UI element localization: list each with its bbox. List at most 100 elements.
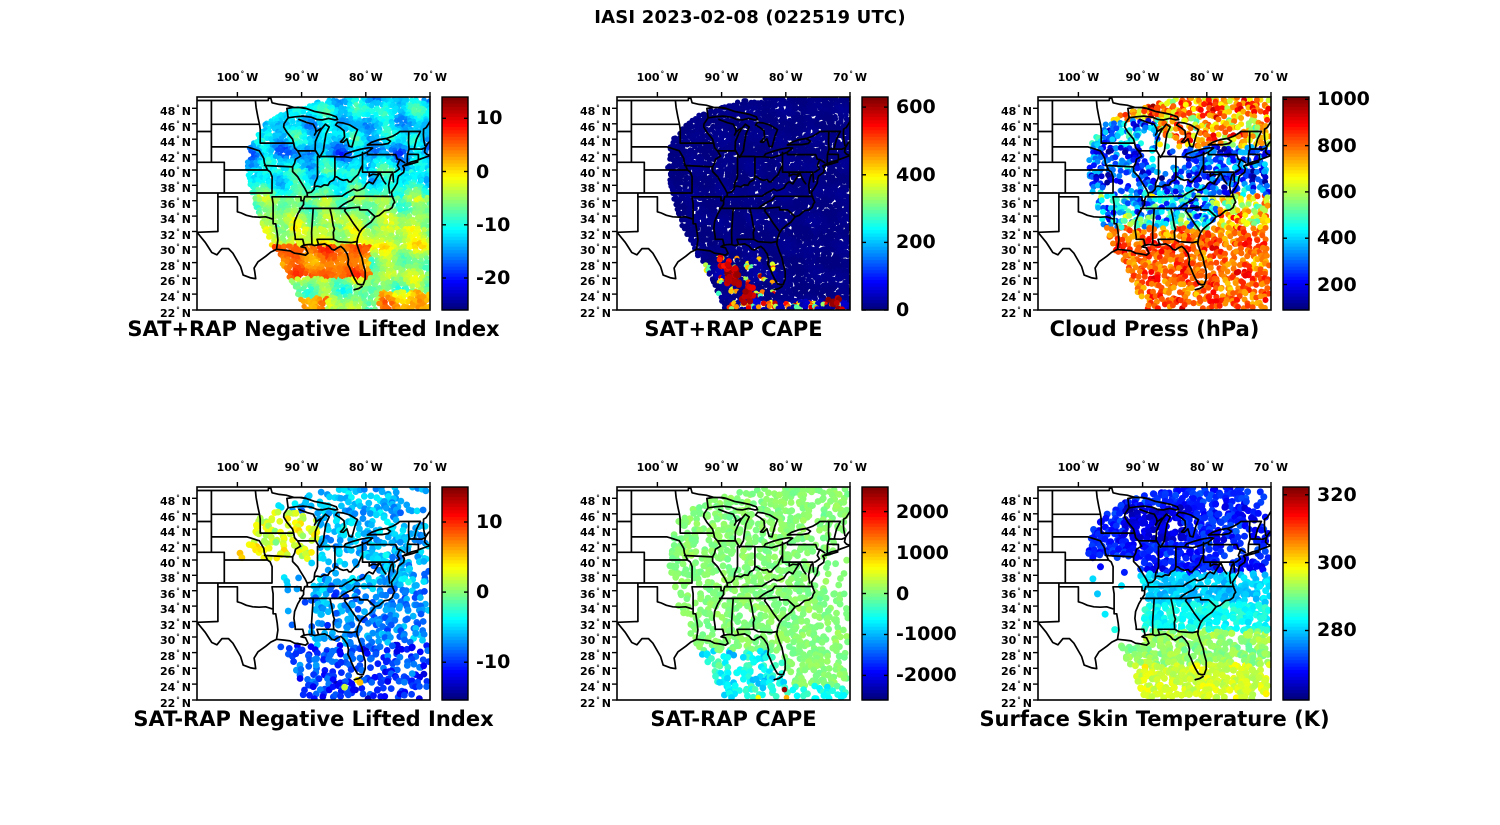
lat-tick-label: 48° N bbox=[579, 104, 611, 119]
lat-tick-label: 34° N bbox=[159, 602, 191, 617]
state-boundaries bbox=[1038, 97, 1271, 291]
lat-tick-label: 40° N bbox=[159, 165, 191, 180]
state-boundaries bbox=[617, 97, 850, 291]
degree-symbol: ° bbox=[1017, 243, 1021, 251]
lat-tick-label: 26° N bbox=[579, 274, 611, 289]
colorbar-tick-label: 1000 bbox=[1317, 88, 1370, 111]
degree-symbol: ° bbox=[1017, 212, 1021, 221]
lat-tick-label: 42° N bbox=[1000, 540, 1032, 555]
lat-tick-label: 28° N bbox=[159, 648, 191, 663]
lat-tick-label: 44° N bbox=[1000, 525, 1032, 540]
data-layer-cloud-press bbox=[1086, 97, 1271, 310]
degree-symbol: ° bbox=[176, 696, 180, 704]
lat-tick-label: 48° N bbox=[579, 494, 611, 509]
degree-symbol: ° bbox=[176, 571, 180, 580]
degree-symbol: ° bbox=[176, 181, 180, 190]
degree-symbol: ° bbox=[596, 104, 600, 113]
degree-symbol: ° bbox=[1206, 460, 1210, 468]
colorbar-sat-minus-rap-nli bbox=[441, 486, 469, 701]
degree-symbol: ° bbox=[1017, 104, 1021, 113]
lat-tick-label: 26° N bbox=[159, 664, 191, 679]
map-border bbox=[1037, 96, 1272, 311]
degree-symbol: ° bbox=[596, 540, 600, 549]
lat-tick-label: 48° N bbox=[159, 104, 191, 119]
lat-tick-label: 44° N bbox=[579, 135, 611, 150]
colorbar-tick-label: 2000 bbox=[896, 500, 949, 523]
lat-tick-label: 32° N bbox=[1000, 227, 1032, 242]
panel-title-surface-skin-temperature: Surface Skin Temperature (K) bbox=[979, 707, 1330, 731]
lat-tick-label: 38° N bbox=[159, 181, 191, 196]
state-boundaries bbox=[197, 487, 430, 681]
degree-symbol: ° bbox=[176, 243, 180, 251]
colorbar-tick-label: 0 bbox=[476, 581, 490, 604]
degree-symbol: ° bbox=[176, 119, 180, 128]
panel-title-cloud-press: Cloud Press (hPa) bbox=[1049, 317, 1260, 341]
lat-tick-label: 26° N bbox=[1000, 274, 1032, 289]
lat-tick-label: 36° N bbox=[579, 196, 611, 211]
lat-tick-label: 46° N bbox=[579, 509, 611, 524]
degree-symbol: ° bbox=[176, 664, 180, 673]
degree-symbol: ° bbox=[176, 104, 180, 113]
lat-tick-label: 28° N bbox=[579, 648, 611, 663]
panel-title-sat-minus-rap-nli: SAT-RAP Negative Lifted Index bbox=[133, 707, 494, 731]
lat-tick-label: 28° N bbox=[579, 258, 611, 273]
lat-tick-label: 40° N bbox=[159, 555, 191, 570]
degree-symbol: ° bbox=[660, 70, 665, 78]
degree-symbol: ° bbox=[1017, 680, 1021, 689]
lat-tick-label: 22° N bbox=[1000, 306, 1032, 320]
map-border bbox=[616, 96, 851, 311]
lat-tick-label: 34° N bbox=[1000, 602, 1032, 617]
lat-tick-label: 24° N bbox=[579, 680, 611, 695]
colorbar-tick-label: 600 bbox=[1317, 180, 1357, 203]
lon-tick-label: 100° W bbox=[1057, 70, 1100, 84]
lat-tick-label: 46° N bbox=[159, 119, 191, 134]
lat-tick-label: 36° N bbox=[1000, 196, 1032, 211]
colorbar-tick-label: 0 bbox=[476, 160, 490, 183]
lat-tick-label: 44° N bbox=[579, 525, 611, 540]
map-sat-minus-rap-cape bbox=[612, 482, 851, 701]
degree-symbol: ° bbox=[849, 460, 853, 468]
colorbar-tick-label: 800 bbox=[1317, 134, 1357, 157]
lat-tick-label: 40° N bbox=[1000, 165, 1032, 180]
lon-tick-label: 80° W bbox=[1189, 460, 1224, 474]
lon-tick-label: 100° W bbox=[216, 460, 259, 474]
lat-tick-label: 22° N bbox=[579, 696, 611, 710]
colorbar-tick-label: 200 bbox=[896, 231, 936, 254]
lat-tick-label: 24° N bbox=[1000, 290, 1032, 305]
lat-tick-label: 46° N bbox=[1000, 509, 1032, 524]
degree-symbol: ° bbox=[720, 460, 725, 468]
map-sat-minus-rap-nli bbox=[192, 482, 431, 701]
lat-tick-label: 46° N bbox=[579, 119, 611, 134]
degree-symbol: ° bbox=[1017, 258, 1021, 267]
lat-tick-label: 40° N bbox=[579, 555, 611, 570]
state-boundaries bbox=[197, 97, 430, 291]
colorbar-tick-label: 10 bbox=[476, 107, 503, 130]
colorbar-tick-label: -20 bbox=[476, 267, 511, 290]
degree-symbol: ° bbox=[176, 525, 180, 534]
map-surface-skin-temperature bbox=[1033, 482, 1272, 701]
degree-symbol: ° bbox=[596, 290, 600, 299]
panel-title-sat-plus-rap-nli: SAT+RAP Negative Lifted Index bbox=[127, 317, 500, 341]
lon-tick-label: 70° W bbox=[413, 460, 447, 474]
lat-tick-label: 26° N bbox=[579, 664, 611, 679]
lat-tick-label: 30° N bbox=[579, 633, 611, 647]
lat-tick-label: 48° N bbox=[159, 494, 191, 509]
lon-tick-label: 80° W bbox=[348, 460, 383, 474]
lat-tick-label: 30° N bbox=[1000, 633, 1032, 647]
degree-symbol: ° bbox=[176, 290, 180, 299]
lat-tick-label: 36° N bbox=[1000, 586, 1032, 601]
colorbar-tick-label: 280 bbox=[1317, 619, 1357, 642]
lat-tick-label: 38° N bbox=[1000, 571, 1032, 586]
colorbar-border bbox=[441, 486, 469, 701]
degree-symbol: ° bbox=[596, 135, 600, 144]
colorbar-surface-skin-temperature bbox=[1282, 486, 1310, 701]
degree-symbol: ° bbox=[1141, 70, 1146, 78]
map-sat-plus-rap-nli bbox=[192, 92, 431, 311]
degree-symbol: ° bbox=[176, 633, 180, 641]
degree-symbol: ° bbox=[1017, 227, 1021, 236]
lat-tick-label: 24° N bbox=[159, 680, 191, 695]
colorbar-border bbox=[1282, 96, 1310, 311]
lat-tick-label: 40° N bbox=[1000, 555, 1032, 570]
lat-tick-label: 30° N bbox=[1000, 243, 1032, 257]
degree-symbol: ° bbox=[176, 680, 180, 689]
